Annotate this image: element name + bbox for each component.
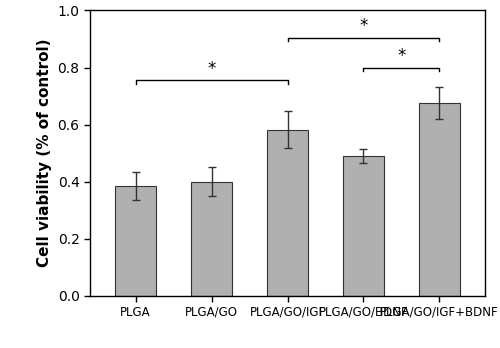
Text: *: * [398, 47, 406, 65]
Bar [114, 186, 156, 296]
Y-axis label: Cell viability (% of control): Cell viability (% of control) [37, 39, 52, 267]
Text: *: * [360, 17, 368, 35]
Bar [266, 130, 308, 296]
Bar [342, 156, 384, 296]
Text: *: * [208, 60, 216, 78]
Bar [418, 103, 461, 296]
Bar [190, 182, 232, 296]
